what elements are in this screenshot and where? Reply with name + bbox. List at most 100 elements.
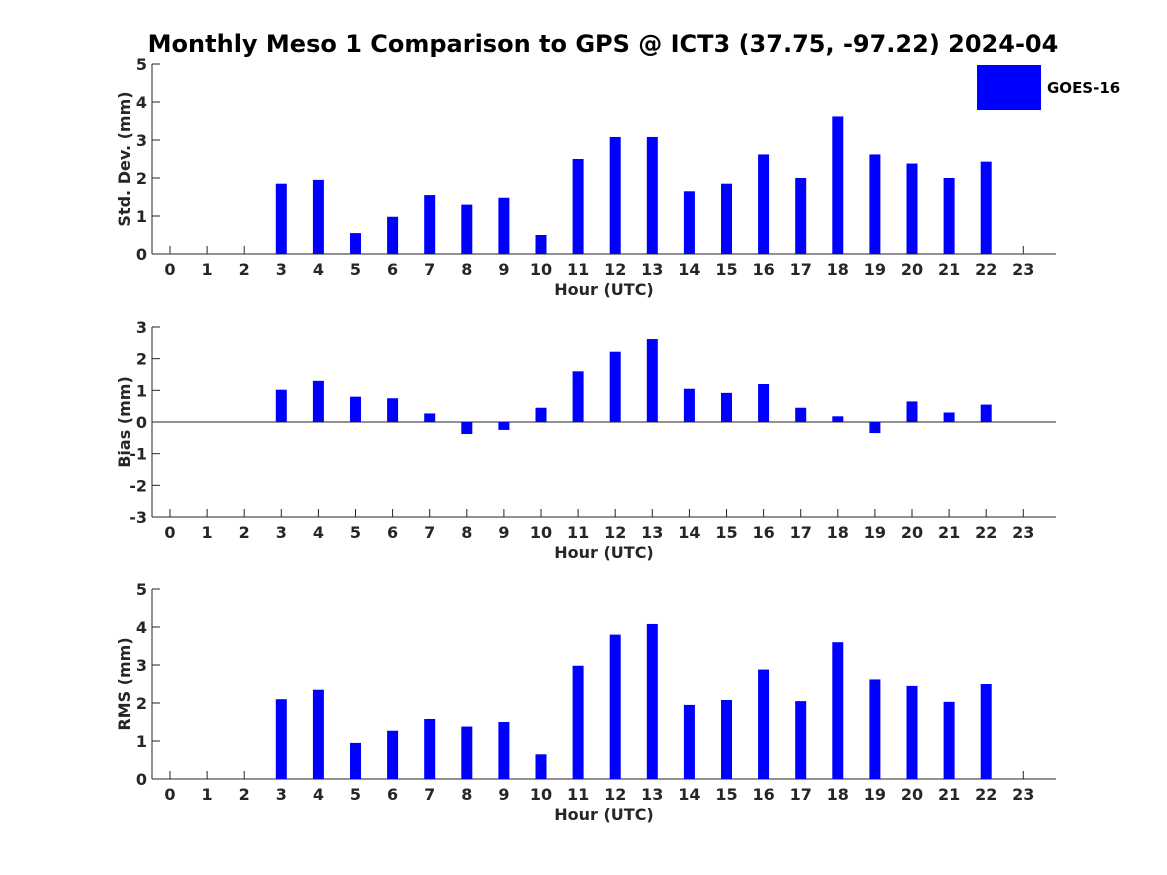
- x-tick-label: 13: [641, 523, 663, 542]
- x-tick-label: 16: [752, 785, 774, 804]
- x-tick-label: 19: [864, 523, 886, 542]
- bar-hour-10: [535, 407, 547, 422]
- y-axis-label: Std. Dev. (mm): [115, 91, 134, 226]
- bar-hour-11: [572, 371, 584, 422]
- bar-hour-5: [350, 396, 361, 422]
- y-tick-label: 1: [136, 207, 147, 226]
- y-tick-label: 4: [136, 618, 147, 637]
- x-tick-label: 19: [864, 785, 886, 804]
- x-tick-label: 20: [901, 523, 923, 542]
- x-tick-label: 3: [276, 523, 287, 542]
- x-tick-label: 5: [350, 260, 361, 279]
- bar-hour-17: [795, 701, 807, 779]
- x-tick-label: 6: [387, 785, 398, 804]
- y-tick-label: 1: [136, 732, 147, 751]
- bar-hour-4: [312, 380, 324, 422]
- bar-hour-11: [572, 159, 584, 254]
- x-tick-label: 13: [641, 785, 663, 804]
- x-tick-label: 17: [790, 523, 812, 542]
- x-tick-label: 12: [604, 260, 626, 279]
- bar-hour-21: [943, 701, 955, 779]
- bar-hour-3: [275, 389, 287, 422]
- bar-hour-21: [943, 178, 955, 254]
- y-tick-label: 0: [136, 245, 147, 264]
- bar-hour-8: [461, 204, 473, 254]
- bar-hour-10: [535, 235, 547, 254]
- x-tick-label: 2: [239, 785, 250, 804]
- x-tick-label: 16: [752, 523, 774, 542]
- x-tick-label: 1: [202, 260, 213, 279]
- bar-hour-4: [312, 179, 324, 254]
- bar-hour-17: [795, 178, 807, 254]
- x-tick-label: 14: [678, 785, 700, 804]
- bar-hour-13: [646, 339, 658, 422]
- x-tick-label: 5: [350, 785, 361, 804]
- y-tick-label: 3: [136, 318, 147, 337]
- bar-hour-7: [424, 718, 436, 779]
- bar-hour-13: [646, 623, 658, 779]
- bar-hour-20: [906, 685, 918, 779]
- x-tick-label: 10: [530, 260, 552, 279]
- bar-hour-22: [980, 404, 992, 422]
- bar-hour-16: [758, 384, 770, 422]
- x-tick-label: 1: [202, 785, 213, 804]
- x-tick-label: 17: [790, 785, 812, 804]
- x-tick-label: 11: [567, 785, 589, 804]
- y-tick-label: -2: [129, 476, 147, 495]
- bar-hour-14: [683, 388, 695, 422]
- x-tick-label: 2: [239, 523, 250, 542]
- x-tick-label: 0: [164, 260, 175, 279]
- x-tick-label: 21: [938, 523, 960, 542]
- x-tick-label: 0: [164, 785, 175, 804]
- bar-hour-19: [869, 679, 881, 779]
- bar-hour-9: [498, 722, 510, 779]
- x-tick-label: 3: [276, 785, 287, 804]
- bar-hour-3: [275, 183, 287, 254]
- legend-label: GOES-16: [1047, 79, 1120, 97]
- x-tick-label: 15: [715, 785, 737, 804]
- y-tick-label: 5: [136, 55, 147, 74]
- x-tick-label: 9: [498, 523, 509, 542]
- bar-hour-4: [312, 689, 324, 779]
- x-tick-label: 13: [641, 260, 663, 279]
- x-tick-label: 12: [604, 785, 626, 804]
- x-tick-label: 20: [901, 785, 923, 804]
- x-tick-label: 16: [752, 260, 774, 279]
- x-tick-label: 21: [938, 785, 960, 804]
- x-tick-label: 22: [975, 260, 997, 279]
- bar-hour-10: [535, 754, 547, 779]
- bar-hour-14: [683, 704, 695, 779]
- x-tick-label: 21: [938, 260, 960, 279]
- bar-hour-12: [609, 136, 621, 254]
- bar-hour-7: [424, 195, 436, 254]
- bar-hour-18: [832, 416, 844, 422]
- bar-hour-8: [461, 726, 473, 779]
- y-tick-label: 0: [136, 770, 147, 789]
- y-tick-label: -3: [129, 508, 147, 527]
- bar-hour-3: [275, 699, 287, 779]
- x-tick-label: 11: [567, 523, 589, 542]
- bar-hour-17: [795, 407, 807, 422]
- x-tick-label: 7: [424, 523, 435, 542]
- y-tick-label: 2: [136, 694, 147, 713]
- bar-hour-19: [869, 422, 881, 434]
- x-tick-label: 14: [678, 523, 700, 542]
- bar-hour-6: [387, 398, 399, 422]
- x-tick-label: 23: [1012, 260, 1034, 279]
- x-tick-label: 10: [530, 523, 552, 542]
- x-tick-label: 12: [604, 523, 626, 542]
- x-axis-label: Hour (UTC): [554, 805, 654, 824]
- x-tick-label: 11: [567, 260, 589, 279]
- bar-hour-15: [721, 183, 732, 254]
- x-tick-label: 9: [498, 785, 509, 804]
- bar-hour-5: [350, 742, 361, 779]
- x-tick-label: 14: [678, 260, 700, 279]
- y-tick-label: 5: [136, 580, 147, 599]
- x-tick-label: 18: [827, 260, 849, 279]
- y-tick-label: -1: [129, 445, 147, 464]
- x-tick-label: 8: [461, 523, 472, 542]
- bar-hour-19: [869, 154, 881, 254]
